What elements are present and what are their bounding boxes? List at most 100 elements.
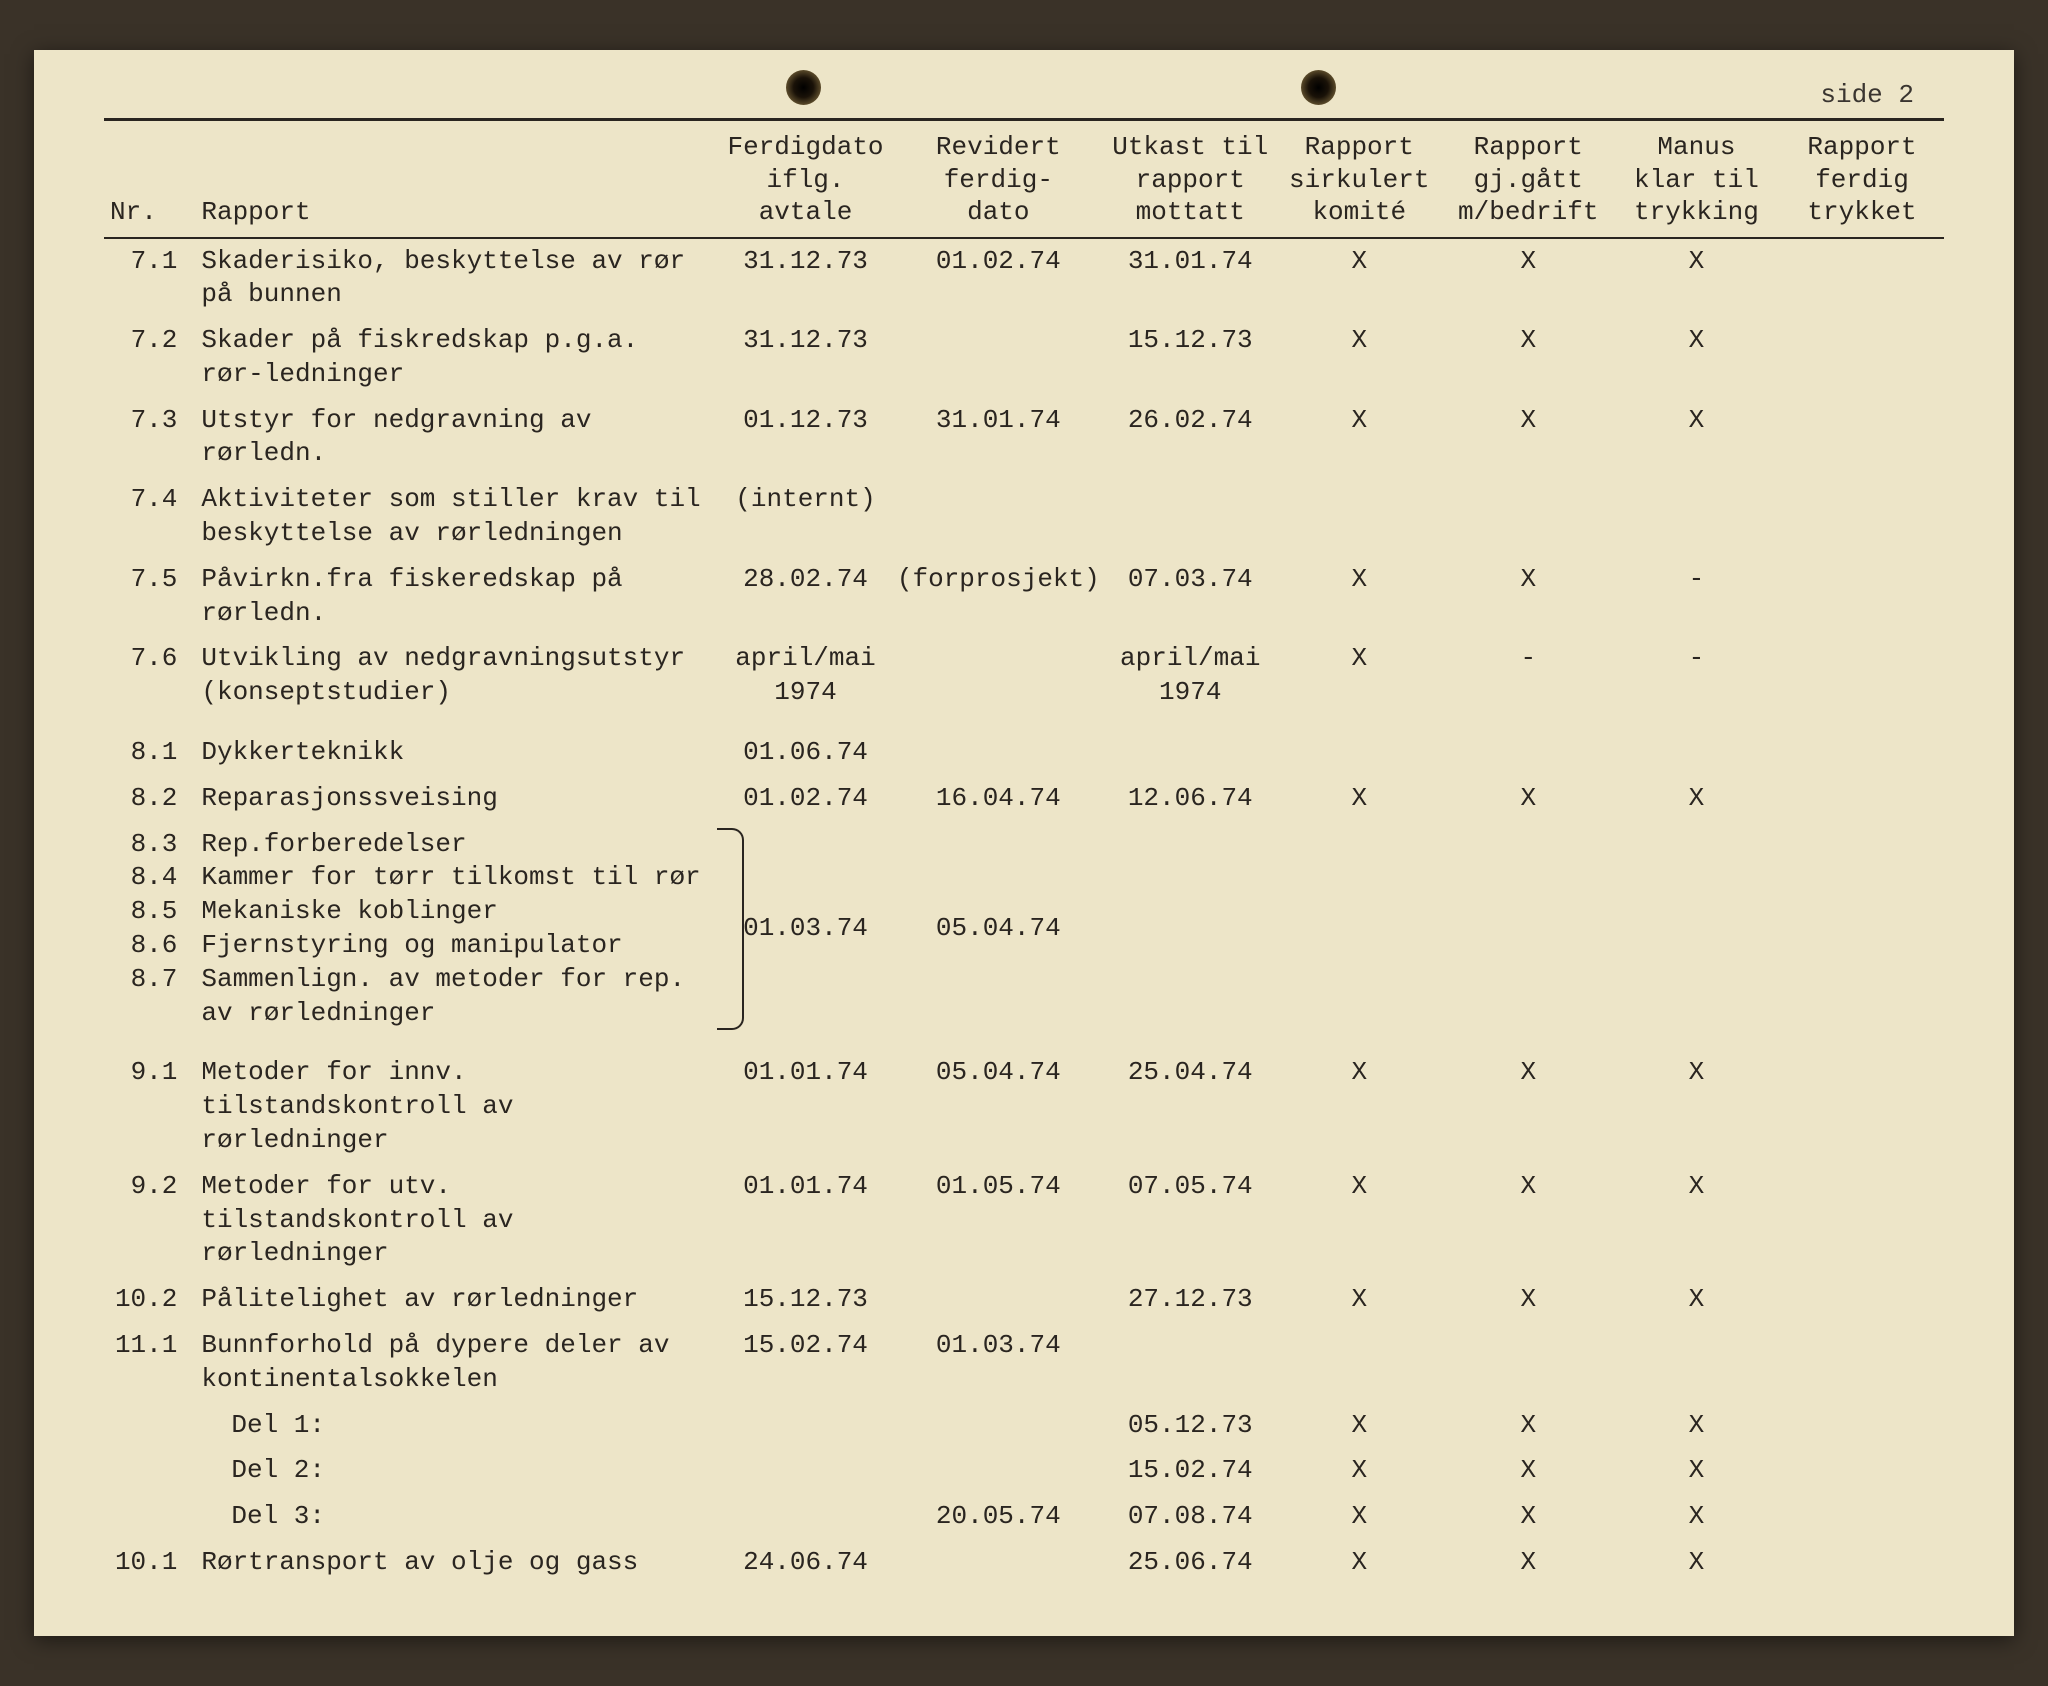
cell [1106, 822, 1275, 1037]
cell [1275, 730, 1444, 776]
cell [1275, 822, 1444, 1037]
cell: april/mai1974 [1106, 636, 1275, 716]
table-row: 7.3Utstyr for nedgravning av rørledn.01.… [104, 398, 1944, 478]
cell [1613, 822, 1780, 1037]
cell: X [1613, 1448, 1780, 1494]
row-nr: 7.2 [104, 318, 195, 398]
cell: X [1444, 1050, 1613, 1163]
table-row: 8.1Dykkerteknikk01.06.74 [104, 730, 1944, 776]
cell: X [1444, 557, 1613, 637]
cell: 31.12.73 [720, 318, 891, 398]
cell [1780, 238, 1944, 319]
cell: X [1275, 1050, 1444, 1163]
cell [891, 636, 1106, 716]
row-desc: Del 2: [195, 1448, 720, 1494]
header-gjgatt: Rapport gj.gått m/bedrift [1444, 127, 1613, 238]
cell [891, 1403, 1106, 1449]
cell: 07.03.74 [1106, 557, 1275, 637]
document-page: side 2 Nr. Rapport Ferdigdato iflg. avta… [34, 50, 2014, 1636]
row-nr: 7.4 [104, 477, 195, 557]
cell: 01.03.74 [720, 822, 891, 1037]
header-ferdigdato: Ferdigdato iflg. avtale [720, 127, 891, 238]
cell [1780, 1403, 1944, 1449]
cell: 27.12.73 [1106, 1277, 1275, 1323]
cell [1780, 1164, 1944, 1277]
cell [1613, 730, 1780, 776]
page-number: side 2 [104, 80, 1944, 110]
row-desc: Dykkerteknikk [195, 730, 720, 776]
cell: X [1275, 1277, 1444, 1323]
row-nr [104, 1403, 195, 1449]
cell: 20.05.74 [891, 1494, 1106, 1540]
row-nr: 10.1 [104, 1540, 195, 1586]
cell: 31.12.73 [720, 238, 891, 319]
cell [891, 318, 1106, 398]
row-desc: Rørtransport av olje og gass [195, 1540, 720, 1586]
cell: X [1444, 1277, 1613, 1323]
cell [891, 1277, 1106, 1323]
cell [1613, 477, 1780, 557]
cell [1780, 1323, 1944, 1403]
cell: 07.05.74 [1106, 1164, 1275, 1277]
cell [891, 477, 1106, 557]
report-table: Nr. Rapport Ferdigdato iflg. avtale Revi… [104, 127, 1944, 1586]
cell: 25.06.74 [1106, 1540, 1275, 1586]
cell: X [1444, 776, 1613, 822]
cell: - [1444, 636, 1613, 716]
cell: X [1613, 1164, 1780, 1277]
row-nr-group: 8.38.48.58.68.7 [104, 822, 195, 1037]
cell [1780, 398, 1944, 478]
header-sirkulert: Rapport sirkulert komité [1275, 127, 1444, 238]
cell: 28.02.74 [720, 557, 891, 637]
cell: 15.12.73 [720, 1277, 891, 1323]
table-row: 9.1Metoder for innv. tilstandskontroll a… [104, 1050, 1944, 1163]
row-nr: 7.6 [104, 636, 195, 716]
row-desc: Reparasjonssveising [195, 776, 720, 822]
cell: X [1613, 1277, 1780, 1323]
cell: X [1275, 1540, 1444, 1586]
cell: - [1613, 636, 1780, 716]
row-desc: Aktiviteter som stiller krav til beskytt… [195, 477, 720, 557]
cell: X [1613, 1403, 1780, 1449]
cell: X [1613, 1050, 1780, 1163]
table-row: 7.1Skaderisiko, beskyttelse av rør på bu… [104, 238, 1944, 319]
cell: 25.04.74 [1106, 1050, 1275, 1163]
cell: X [1613, 398, 1780, 478]
cell: X [1275, 1164, 1444, 1277]
row-nr [104, 1494, 195, 1540]
row-nr: 8.1 [104, 730, 195, 776]
spacer-row [104, 1036, 1944, 1050]
cell: X [1275, 1448, 1444, 1494]
cell [1780, 636, 1944, 716]
cell: 01.02.74 [720, 776, 891, 822]
row-desc-group: Rep.forberedelserKammer for tørr tilkoms… [195, 822, 720, 1037]
row-desc: Utvikling av nedgravningsutstyr (konsept… [195, 636, 720, 716]
row-nr: 10.2 [104, 1277, 195, 1323]
cell: 01.12.73 [720, 398, 891, 478]
cell [1275, 1323, 1444, 1403]
cell: 15.02.74 [720, 1323, 891, 1403]
table-row: 7.4Aktiviteter som stiller krav til besk… [104, 477, 1944, 557]
row-desc: Del 3: [195, 1494, 720, 1540]
cell: X [1275, 1403, 1444, 1449]
cell: X [1444, 1164, 1613, 1277]
header-utkast: Utkast til rapport mottatt [1106, 127, 1275, 238]
cell: X [1275, 636, 1444, 716]
cell: - [1613, 557, 1780, 637]
cell [1780, 776, 1944, 822]
cell: X [1613, 238, 1780, 319]
cell: X [1444, 1448, 1613, 1494]
cell [1275, 477, 1444, 557]
top-rule [104, 118, 1944, 121]
cell: 15.02.74 [1106, 1448, 1275, 1494]
row-nr: 9.2 [104, 1164, 195, 1277]
row-desc: Påvirkn.fra fiskeredskap på rørledn. [195, 557, 720, 637]
table-row: Del 2:15.02.74XXX [104, 1448, 1944, 1494]
cell: X [1613, 318, 1780, 398]
row-desc: Pålitelighet av rørledninger [195, 1277, 720, 1323]
cell: 31.01.74 [1106, 238, 1275, 319]
table-row: Del 1:05.12.73XXX [104, 1403, 1944, 1449]
cell [1780, 318, 1944, 398]
row-nr: 11.1 [104, 1323, 195, 1403]
cell: 15.12.73 [1106, 318, 1275, 398]
